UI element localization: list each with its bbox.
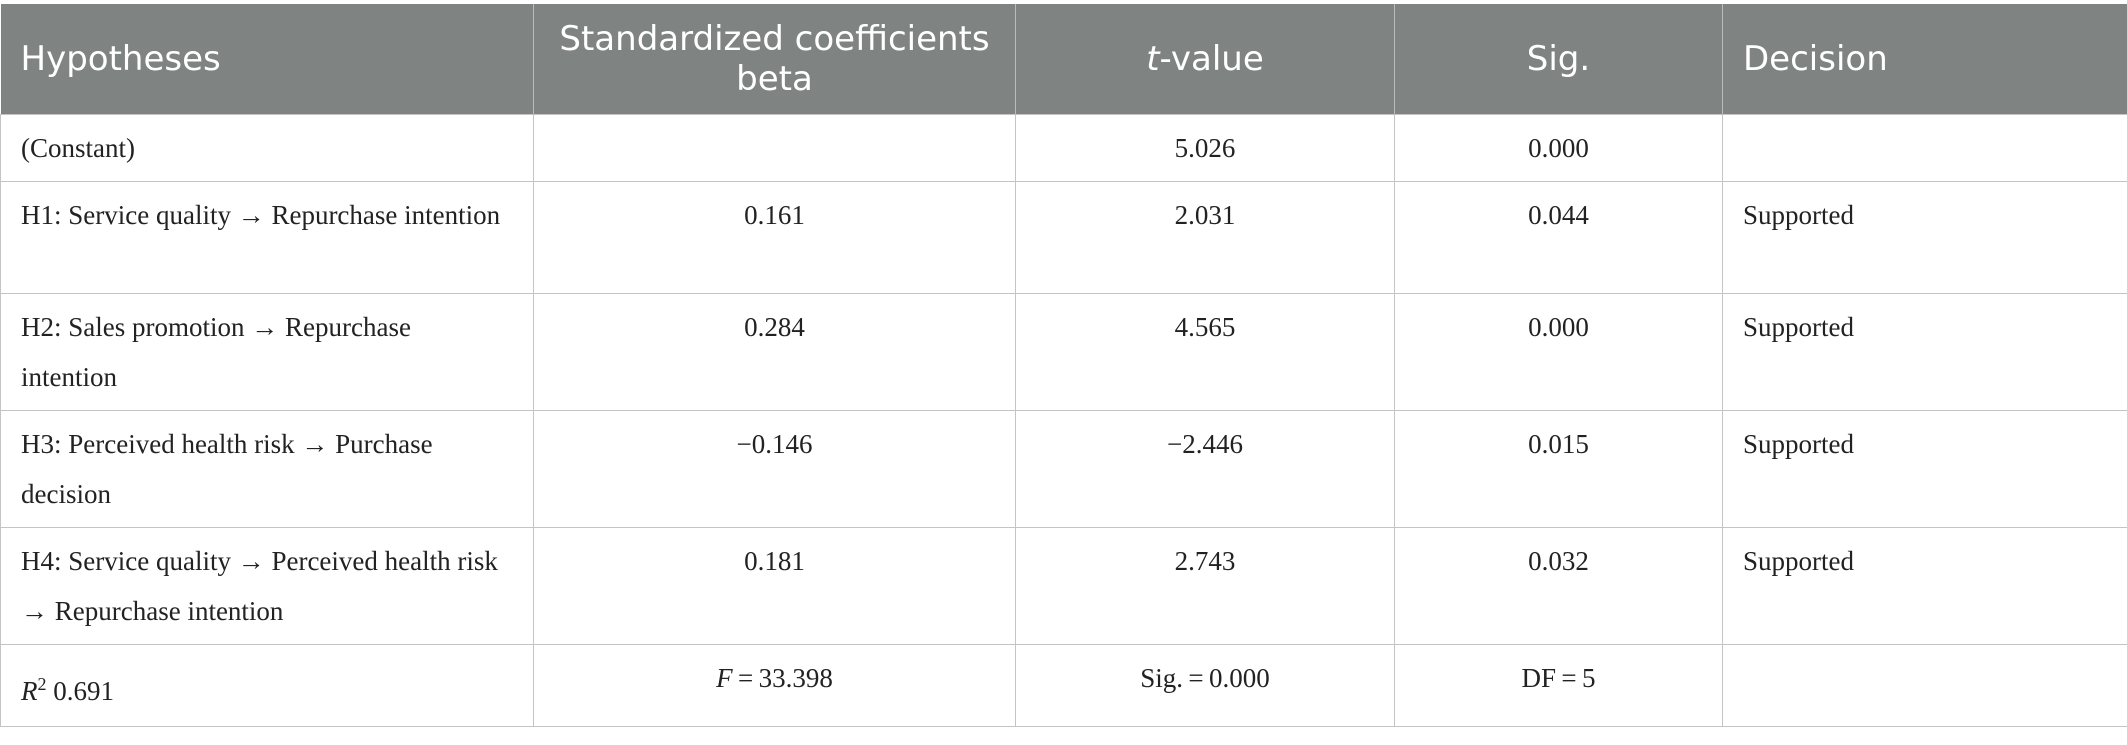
cell-hypothesis: H2: Sales promotion → Repurchase intenti… <box>0 292 534 411</box>
f-value: = 33.398 <box>732 662 833 693</box>
cell-beta <box>533 113 1016 182</box>
cell-sig: 0.044 <box>1394 180 1723 294</box>
cell-decision: Supported <box>1722 292 2127 411</box>
regression-results-table: Hypotheses Standardized coefficients bet… <box>0 4 2127 727</box>
r-squared-value: 0.691 <box>46 675 114 706</box>
table-row: H2: Sales promotion → Repurchase intenti… <box>0 292 2127 411</box>
header-t-label: -value <box>1159 38 1264 79</box>
cell-sig: 0.015 <box>1394 409 1723 528</box>
r-squared-symbol: R <box>21 675 38 706</box>
cell-hypothesis: H4: Service quality → Perceived health r… <box>0 526 534 645</box>
cell-decision: Supported <box>1722 526 2127 645</box>
table-header: Hypotheses Standardized coefficients bet… <box>0 4 2127 114</box>
cell-sig: 0.032 <box>1394 526 1723 645</box>
cell-t-value: 2.743 <box>1015 526 1395 645</box>
r-squared-superscript: 2 <box>37 673 47 694</box>
cell-beta: 0.284 <box>533 292 1016 411</box>
header-row: Hypotheses Standardized coefficients bet… <box>0 4 2127 114</box>
cell-df: DF = 5 <box>1394 643 1723 727</box>
table-row: H4: Service quality → Perceived health r… <box>0 526 2127 645</box>
header-decision: Decision <box>1722 4 2127 114</box>
cell-t-value: 4.565 <box>1015 292 1395 411</box>
cell-beta: 0.181 <box>533 526 1016 645</box>
cell-beta: 0.161 <box>533 180 1016 294</box>
table-row: (Constant) 5.026 0.000 <box>0 113 2127 182</box>
cell-empty <box>1722 643 2127 727</box>
cell-sig: 0.000 <box>1394 292 1723 411</box>
header-sig: Sig. <box>1394 4 1723 114</box>
cell-hypothesis: H1: Service quality → Repurchase intenti… <box>0 180 534 294</box>
table-body: (Constant) 5.026 0.000 H1: Service quali… <box>0 113 2127 727</box>
table-row: H1: Service quality → Repurchase intenti… <box>0 180 2127 294</box>
cell-model-sig: Sig. = 0.000 <box>1015 643 1395 727</box>
cell-decision: Supported <box>1722 180 2127 294</box>
cell-t-value: 5.026 <box>1015 113 1395 182</box>
cell-t-value: −2.446 <box>1015 409 1395 528</box>
cell-decision <box>1722 113 2127 182</box>
cell-sig: 0.000 <box>1394 113 1723 182</box>
cell-f-statistic: F = 33.398 <box>533 643 1016 727</box>
f-symbol: F <box>716 662 733 693</box>
cell-hypothesis: H3: Perceived health risk → Purchase dec… <box>0 409 534 528</box>
cell-beta: −0.146 <box>533 409 1016 528</box>
cell-hypothesis: (Constant) <box>0 113 534 182</box>
header-t-value: t-value <box>1015 4 1395 114</box>
summary-row: R2 0.691 F = 33.398 Sig. = 0.000 DF = 5 <box>0 643 2127 727</box>
cell-r-squared: R2 0.691 <box>0 643 534 727</box>
regression-table-container: Hypotheses Standardized coefficients bet… <box>0 4 2127 727</box>
table-row: H3: Perceived health risk → Purchase dec… <box>0 409 2127 528</box>
header-t-symbol: t <box>1146 38 1160 79</box>
cell-t-value: 2.031 <box>1015 180 1395 294</box>
header-hypotheses: Hypotheses <box>0 4 534 114</box>
header-standardized-beta: Standardized coefficients beta <box>533 4 1016 114</box>
cell-decision: Supported <box>1722 409 2127 528</box>
